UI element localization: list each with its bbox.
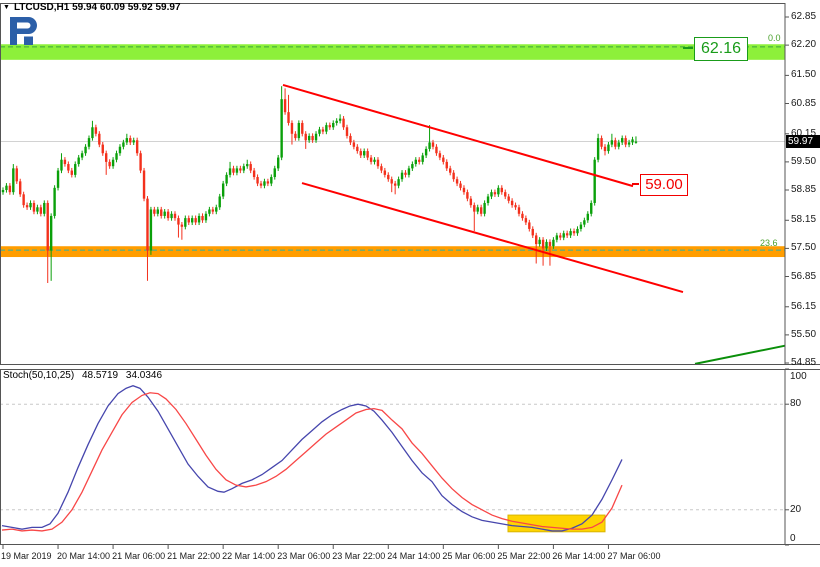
stochastic-name: Stoch(50,10,25) [3, 370, 75, 381]
time-axis-label: 23 Mar 06:00 [277, 551, 331, 561]
channel-upper-line[interactable] [282, 83, 634, 188]
stoch-signal-line [1, 392, 623, 532]
target-price-label[interactable]: 59.00 [640, 174, 688, 196]
price-axis-label: 58.85 [791, 184, 817, 195]
symbol-info-line: ▼ LTCUSD,H1 59.94 60.09 59.92 59.97 [3, 2, 181, 13]
stoch-axis-label: 20 [790, 503, 802, 515]
time-axis-label: 19 Mar 2019 [1, 551, 52, 561]
candlesticks [1, 86, 638, 283]
price-axis-label: 58.15 [791, 214, 817, 226]
price-axis-label: 56.15 [791, 300, 817, 312]
collapse-chart-icon[interactable]: ▼ [3, 3, 10, 11]
resistance-label-connector [683, 47, 693, 49]
time-axis-label: 21 Mar 06:00 [112, 551, 166, 561]
time-axis-label: 21 Mar 22:00 [167, 551, 221, 561]
resistance-zone[interactable] [0, 44, 785, 60]
price-axis-label: 62.85 [791, 11, 817, 22]
resistance-price-label[interactable]: 62.16 [694, 37, 748, 61]
stoch-panel-border [0, 369, 786, 545]
time-axis-label: 26 Mar 14:00 [552, 551, 606, 561]
stochastic-header: Stoch(50,10,25) 48.5719 34.0346 [3, 370, 167, 381]
target-label-connector [632, 183, 639, 185]
stochastic-main-value: 48.5719 [81, 370, 119, 381]
time-axis-label: 23 Mar 22:00 [332, 551, 386, 561]
symbol-ohlc-text: LTCUSD,H1 59.94 60.09 59.92 59.97 [13, 2, 181, 13]
time-axis-label: 24 Mar 14:00 [387, 551, 441, 561]
price-axis-label: 60.85 [791, 97, 817, 109]
price-axis-label: 54.85 [791, 357, 817, 368]
time-axis-label: 20 Mar 14:00 [57, 551, 111, 561]
price-axis-label: 62.20 [791, 39, 817, 51]
price-axis-label: 61.50 [791, 69, 817, 81]
support-zone[interactable] [0, 246, 785, 258]
time-axis-label: 25 Mar 22:00 [497, 551, 551, 561]
stoch-axis-label: 0 [790, 533, 796, 544]
price-axis-label: 57.50 [791, 242, 817, 254]
price-axis-label: 59.50 [791, 155, 817, 167]
roboforex-logo-icon [9, 17, 38, 51]
stoch-main-line [1, 385, 623, 532]
channel-lower-line[interactable] [301, 182, 684, 294]
fib-level-0-label: 0.0 [768, 33, 781, 43]
stoch-axis-label: 100 [790, 371, 807, 382]
time-axis-label: 25 Mar 06:00 [442, 551, 496, 561]
price-axis-label: 60.15 [791, 127, 817, 139]
ascending-trend-line[interactable] [694, 344, 786, 365]
price-axis-label: 56.85 [791, 270, 817, 282]
time-axis-label: 27 Mar 06:00 [607, 551, 661, 561]
stoch-axis-label: 80 [790, 398, 802, 410]
fib-level-236-label: 23.6 [760, 238, 778, 248]
main-panel-border [0, 3, 786, 365]
current-price-tag: 59.97 [786, 134, 820, 148]
time-axis-label: 22 Mar 14:00 [222, 551, 276, 561]
price-axis-label: 55.50 [791, 328, 817, 340]
stochastic-signal-value: 34.0346 [125, 370, 163, 381]
